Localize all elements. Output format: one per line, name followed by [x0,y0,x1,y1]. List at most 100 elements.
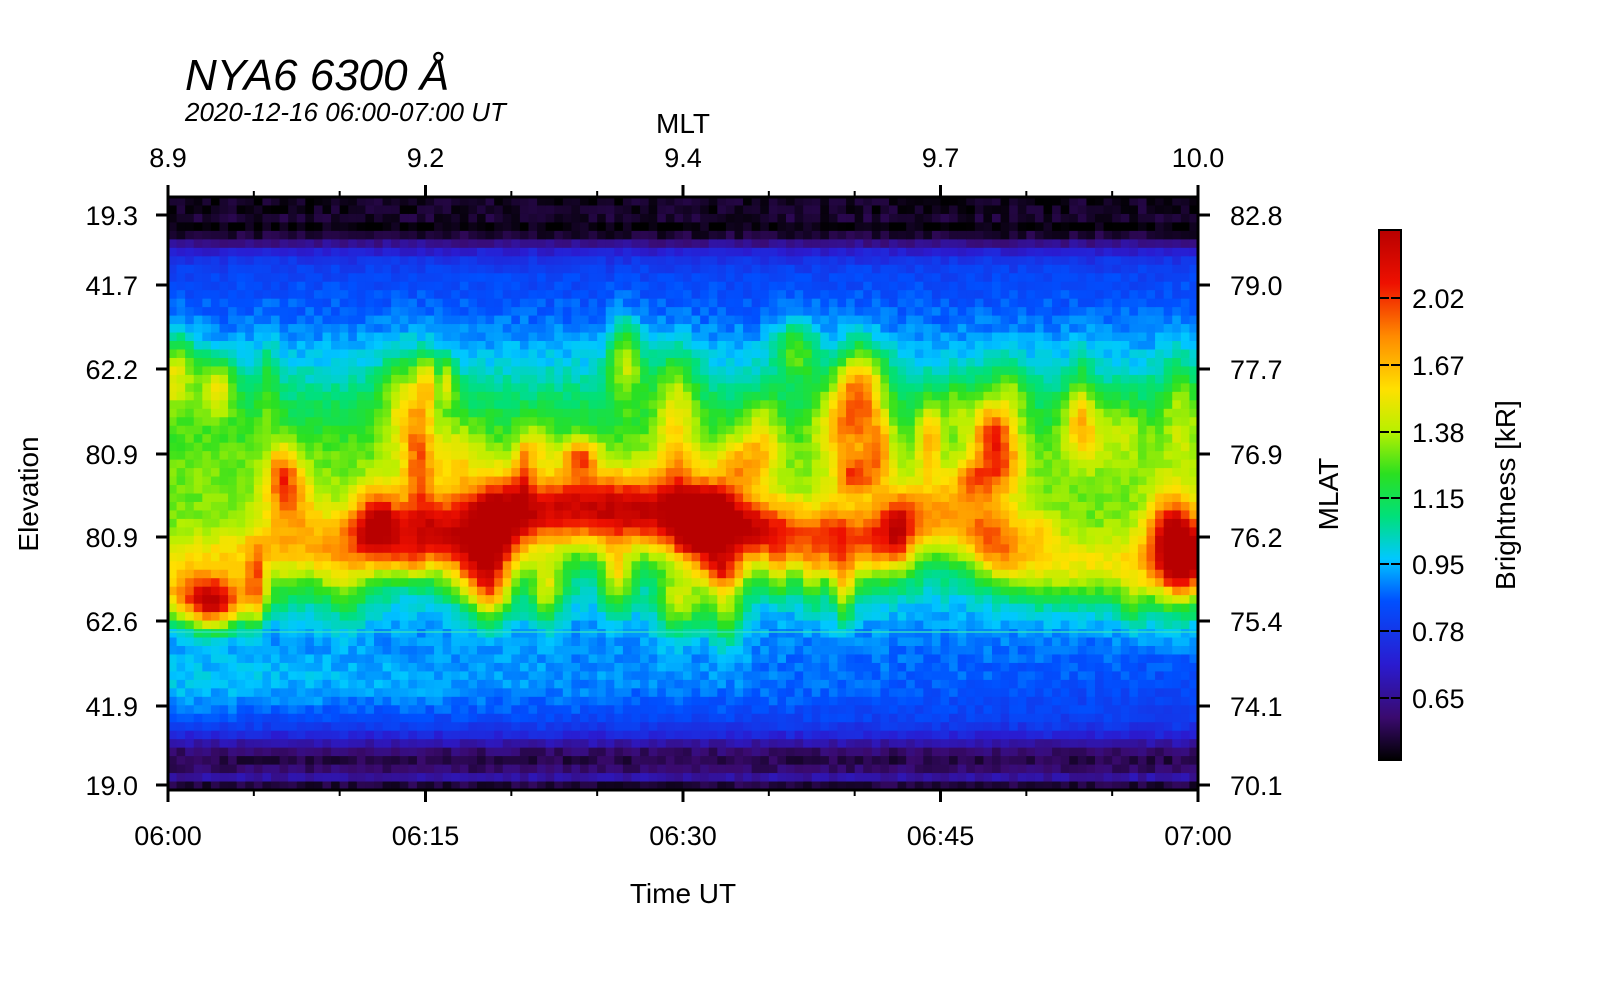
heatmap-cell [279,434,289,444]
heatmap-cell [262,273,272,283]
heatmap-cell [356,417,367,427]
heatmap-cell [554,374,564,384]
heatmap-cell [751,527,761,537]
heatmap-cell [322,654,332,664]
heatmap-cell [640,535,650,545]
heatmap-cell [777,341,787,351]
heatmap-cell [554,425,564,435]
heatmap-cell [502,400,512,410]
heatmap-cell [425,197,435,207]
heatmap-cell [279,747,289,757]
heatmap-cell [691,756,701,766]
heatmap-cell [434,298,444,308]
heatmap-cell [554,629,564,639]
heatmap-cell [519,527,530,537]
heatmap-cell [365,705,375,715]
heatmap-cell [296,586,306,596]
heatmap-cell [657,510,667,520]
heatmap-cell [245,213,255,224]
heatmap-cell [193,645,203,656]
heatmap-cell [588,264,598,274]
heatmap-cell [459,366,470,376]
heatmap-cell [528,688,538,698]
heatmap-cell [725,535,736,545]
heatmap-cell [640,493,650,503]
heatmap-cell [502,552,512,562]
heatmap-cell [674,349,684,359]
heatmap-cell [425,705,435,715]
heatmap-cell [391,501,401,512]
heatmap-cell [442,705,452,715]
heatmap-cell [459,324,470,334]
heatmap-cell [288,595,298,605]
heatmap-cell [528,679,538,689]
heatmap-cell [580,654,590,664]
heatmap-cell [348,307,358,317]
heatmap-cell [451,595,461,605]
heatmap-cell [485,442,495,452]
heatmap-cell [262,468,272,478]
heatmap-cell [391,213,401,224]
heatmap-cell [502,366,512,376]
heatmap-cell [562,417,573,427]
heatmap-cell [631,391,641,401]
heatmap-cell [382,425,392,435]
heatmap-cell [245,679,255,689]
heatmap-cell [648,247,658,257]
heatmap-cell [528,442,538,452]
heatmap-cell [725,264,736,274]
heatmap-cell [399,756,409,766]
heatmap-cell [657,705,667,715]
heatmap-cell [588,383,598,393]
heatmap-cell [425,679,435,689]
heatmap-cell [253,341,264,351]
heatmap-cell [502,654,512,664]
heatmap-cell [425,400,435,410]
heatmap-cell [725,501,736,512]
heatmap-cell [348,332,358,342]
heatmap-cell [605,603,615,613]
heatmap-cell [399,256,409,266]
heatmap-cell [511,205,521,215]
heatmap-cell [245,298,255,308]
heatmap-cell [665,485,676,495]
heatmap-cell [537,535,547,545]
heatmap-cell [228,662,238,672]
heatmap-cell [408,722,418,732]
heatmap-cell [502,222,512,232]
heatmap-cell [219,595,229,605]
heatmap-cell [365,671,375,681]
heatmap-cell [700,569,710,579]
heatmap-cell [305,612,315,622]
heatmap-cell [356,493,367,503]
heatmap-cell [168,273,178,283]
heatmap-cell [502,578,512,588]
heatmap-cell [597,756,607,766]
heatmap-cell [614,391,624,401]
heatmap-cell [511,417,521,427]
heatmap-cell [760,476,770,486]
heatmap-cell [588,332,598,342]
heatmap-cell [296,722,306,732]
heatmap-cell [391,230,401,240]
heatmap-cell [185,595,195,605]
heatmap-cell [391,442,401,452]
heatmap-cell [271,281,281,291]
heatmap-cell [622,341,633,351]
heatmap-cell [236,527,246,537]
heatmap-cell [485,391,495,401]
heatmap-cell [399,510,409,520]
heatmap-cell [382,662,392,672]
heatmap-cell [700,374,710,384]
heatmap-cell [580,764,590,774]
heatmap-cell [279,612,289,622]
heatmap-cell [356,781,367,790]
heatmap-cell [313,256,324,266]
heatmap-cell [434,730,444,740]
heatmap-cell [528,654,538,664]
heatmap-cell [202,434,212,444]
heatmap-cell [253,620,264,630]
heatmap-cell [416,713,427,723]
heatmap-cell [185,239,195,249]
heatmap-cell [262,595,272,605]
